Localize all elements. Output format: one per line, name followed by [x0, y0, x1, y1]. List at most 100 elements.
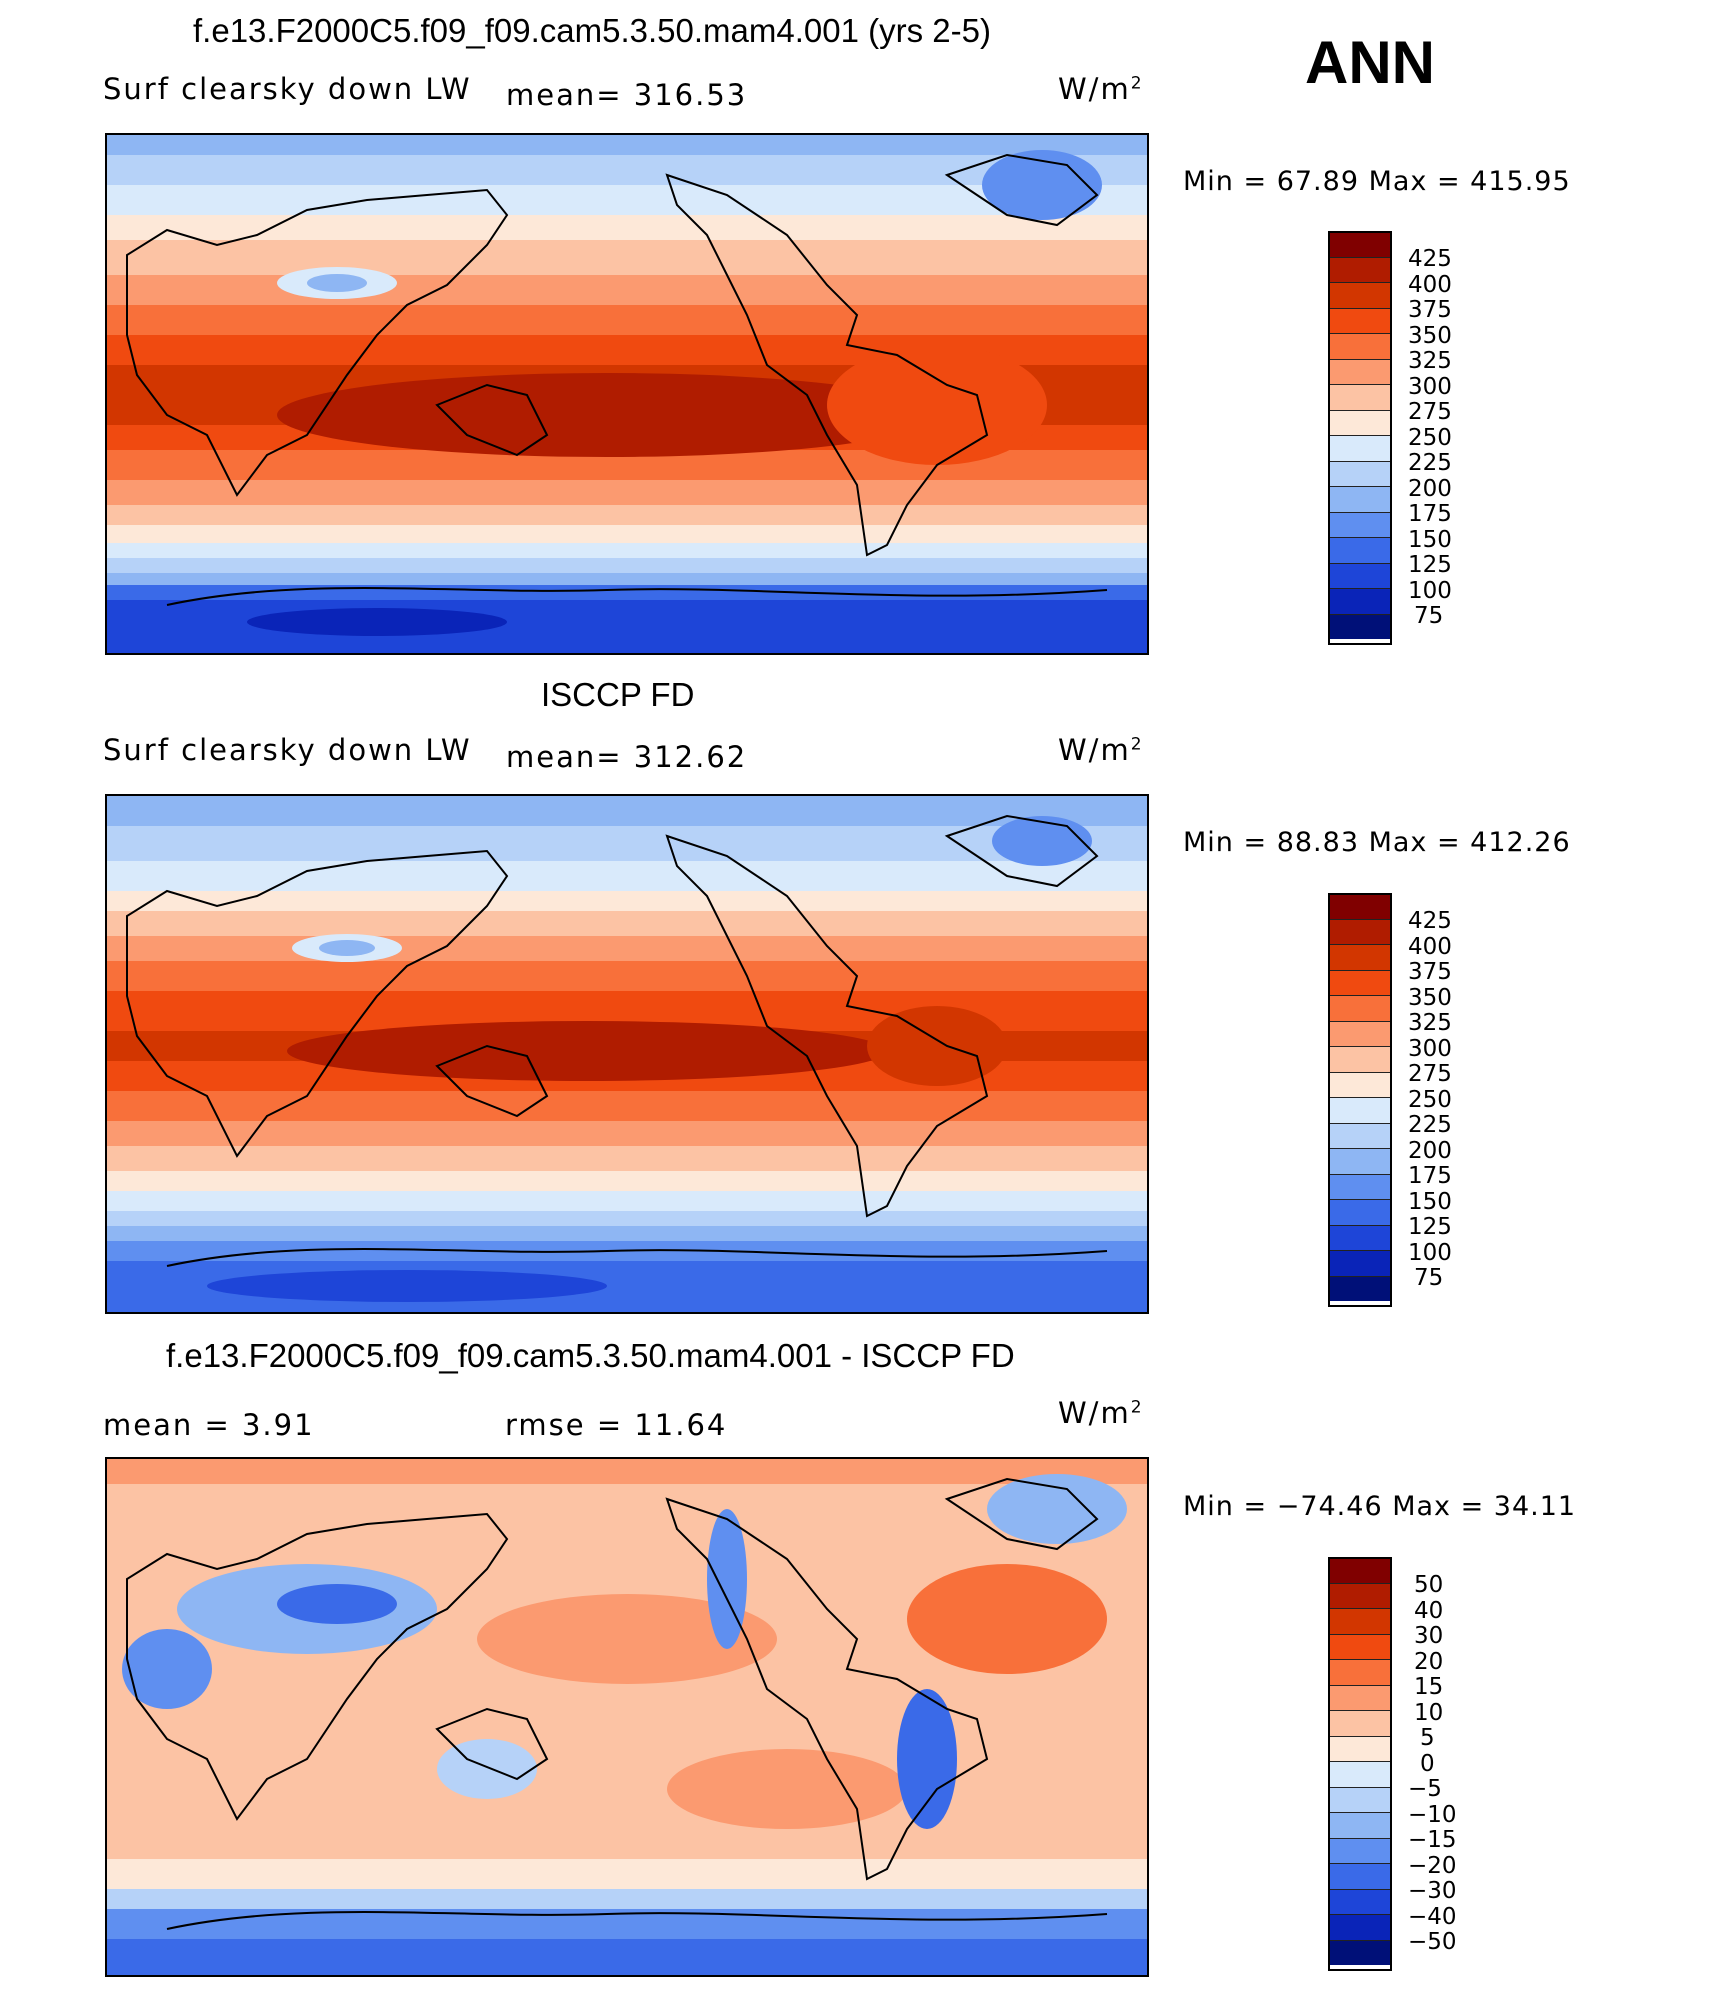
- colorbar-tick-label: 400: [1408, 272, 1452, 298]
- min-max-label: Min = 67.89 Max = 415.95: [1183, 166, 1571, 197]
- units-label: W/m2: [1058, 72, 1144, 106]
- colorbar-swatch: [1330, 920, 1390, 945]
- contour-map: [105, 133, 1149, 655]
- mean-label: mean= 316.53: [506, 78, 748, 112]
- colorbar-tick-label: 200: [1408, 1138, 1452, 1164]
- colorbar-swatch: [1330, 589, 1390, 615]
- colorbar-swatch: [1330, 1559, 1390, 1584]
- colorbar-tick-label: 30: [1414, 1623, 1444, 1649]
- colorbar-tick-label: 325: [1408, 1010, 1452, 1036]
- colorbar-swatch: [1330, 258, 1390, 283]
- colorbar-swatch: [1330, 1762, 1390, 1788]
- colorbar-tick-label: 275: [1408, 1061, 1452, 1087]
- colorbar-tick-label: 50: [1414, 1572, 1444, 1598]
- contour-map: [105, 794, 1149, 1314]
- colorbar-tick-label: −5: [1408, 1776, 1442, 1802]
- contour-map: [105, 1457, 1149, 1977]
- colorbar-swatch: [1330, 1711, 1390, 1737]
- colorbar-tick-label: 375: [1408, 959, 1452, 985]
- colorbar-swatch: [1330, 1584, 1390, 1609]
- mean-label: mean= 312.62: [506, 740, 748, 774]
- colorbar-swatch: [1330, 1660, 1390, 1686]
- colorbar-swatch: [1330, 334, 1390, 360]
- colorbar-tick-label: 125: [1408, 552, 1452, 578]
- colorbar-swatch: [1330, 487, 1390, 513]
- colorbar-swatch: [1330, 411, 1390, 436]
- colorbar-tick-label: −30: [1408, 1878, 1457, 1904]
- panel-title: f.e13.F2000C5.f09_f09.cam5.3.50.mam4.001…: [166, 1337, 1015, 1374]
- colorbar-swatch: [1330, 945, 1390, 971]
- colorbar-tick-label: 10: [1414, 1700, 1444, 1726]
- colorbar-tick-label: 75: [1414, 603, 1444, 629]
- colorbar-tick-label: 125: [1408, 1214, 1452, 1240]
- colorbar-swatch: [1330, 1941, 1390, 1965]
- colorbar-tick-label: 425: [1408, 908, 1452, 934]
- colorbar-swatch: [1330, 1251, 1390, 1277]
- colorbar-tick-label: 300: [1408, 1036, 1452, 1062]
- panel-title: f.e13.F2000C5.f09_f09.cam5.3.50.mam4.001…: [193, 12, 991, 49]
- colorbar-swatch: [1330, 895, 1390, 920]
- colorbar-swatch: [1330, 615, 1390, 639]
- mean-label: mean = 3.91: [103, 1408, 315, 1442]
- colorbar-swatch: [1330, 1788, 1390, 1813]
- colorbar-swatch: [1330, 1175, 1390, 1200]
- colorbar: [1328, 231, 1392, 645]
- colorbar-swatch: [1330, 1226, 1390, 1251]
- colorbar-swatch: [1330, 462, 1390, 487]
- map-plot: [107, 1459, 1147, 1975]
- colorbar-swatch: [1330, 1635, 1390, 1660]
- colorbar-tick-label: 350: [1408, 985, 1452, 1011]
- colorbar-swatch: [1330, 436, 1390, 462]
- colorbar-tick-label: 350: [1408, 323, 1452, 349]
- colorbar-tick-label: 400: [1408, 934, 1452, 960]
- colorbar-swatch: [1330, 1149, 1390, 1175]
- rmse-label: rmse = 11.64: [505, 1408, 728, 1442]
- colorbar-tick-label: 250: [1408, 1087, 1452, 1113]
- colorbar-swatch: [1330, 1277, 1390, 1301]
- colorbar-swatch: [1330, 1124, 1390, 1149]
- colorbar-swatch: [1330, 1073, 1390, 1098]
- colorbar-tick-label: 0: [1420, 1751, 1435, 1777]
- colorbar-swatch: [1330, 1890, 1390, 1915]
- units-label: W/m2: [1058, 733, 1144, 767]
- colorbar-tick-label: 200: [1408, 476, 1452, 502]
- colorbar-tick-label: 375: [1408, 297, 1452, 323]
- colorbar-tick-label: 100: [1408, 1240, 1452, 1266]
- colorbar-swatch: [1330, 538, 1390, 564]
- colorbar-tick-label: 15: [1414, 1674, 1444, 1700]
- colorbar-swatch: [1330, 1609, 1390, 1635]
- colorbar-tick-label: 250: [1408, 425, 1452, 451]
- colorbar: [1328, 893, 1392, 1307]
- colorbar-tick-label: 175: [1408, 501, 1452, 527]
- colorbar-tick-label: 20: [1414, 1649, 1444, 1675]
- colorbar-tick-label: −40: [1408, 1904, 1457, 1930]
- colorbar-swatch: [1330, 564, 1390, 589]
- colorbar-tick-label: 5: [1420, 1725, 1435, 1751]
- colorbar-swatch: [1330, 233, 1390, 258]
- colorbar-swatch: [1330, 996, 1390, 1022]
- colorbar-swatch: [1330, 385, 1390, 411]
- colorbar-swatch: [1330, 1047, 1390, 1073]
- season-label: ANN: [1305, 29, 1435, 96]
- colorbar-tick-label: 75: [1414, 1265, 1444, 1291]
- colorbar-swatch: [1330, 1839, 1390, 1864]
- colorbar-swatch: [1330, 971, 1390, 996]
- colorbar-tick-label: 150: [1408, 1189, 1452, 1215]
- map-plot: [107, 135, 1147, 653]
- colorbar-tick-label: 325: [1408, 348, 1452, 374]
- colorbar-swatch: [1330, 283, 1390, 309]
- colorbar-swatch: [1330, 1098, 1390, 1124]
- colorbar-swatch: [1330, 309, 1390, 334]
- colorbar-tick-label: −15: [1408, 1827, 1457, 1853]
- colorbar-swatch: [1330, 1915, 1390, 1941]
- map-plot: [107, 796, 1147, 1312]
- colorbar-tick-label: 225: [1408, 450, 1452, 476]
- colorbar-tick-label: 300: [1408, 374, 1452, 400]
- colorbar-swatch: [1330, 360, 1390, 385]
- colorbar-tick-label: 100: [1408, 578, 1452, 604]
- colorbar: [1328, 1557, 1392, 1971]
- colorbar-tick-label: 150: [1408, 527, 1452, 553]
- colorbar-swatch: [1330, 1686, 1390, 1711]
- colorbar-swatch: [1330, 1737, 1390, 1762]
- colorbar-tick-label: 275: [1408, 399, 1452, 425]
